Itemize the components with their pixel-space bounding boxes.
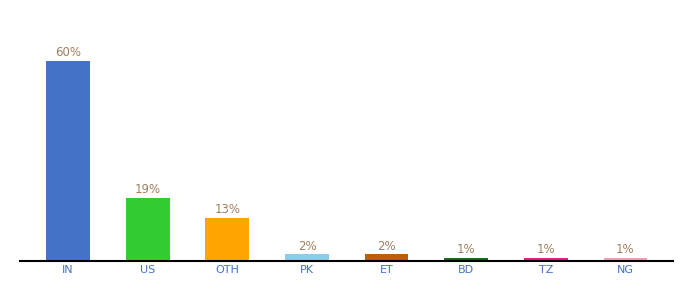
Bar	[524, 258, 568, 261]
Bar	[364, 254, 409, 261]
Text: 1%: 1%	[616, 243, 634, 256]
Text: 60%: 60%	[55, 46, 81, 59]
Bar	[285, 254, 329, 261]
Bar	[46, 61, 90, 261]
Text: 1%: 1%	[537, 243, 555, 256]
Bar	[604, 258, 647, 261]
Bar	[205, 218, 250, 261]
Bar	[444, 258, 488, 261]
Text: 2%: 2%	[298, 240, 316, 253]
Bar	[126, 198, 170, 261]
Text: 13%: 13%	[214, 203, 241, 216]
Text: 19%: 19%	[135, 183, 161, 196]
Text: 1%: 1%	[457, 243, 475, 256]
Text: 2%: 2%	[377, 240, 396, 253]
